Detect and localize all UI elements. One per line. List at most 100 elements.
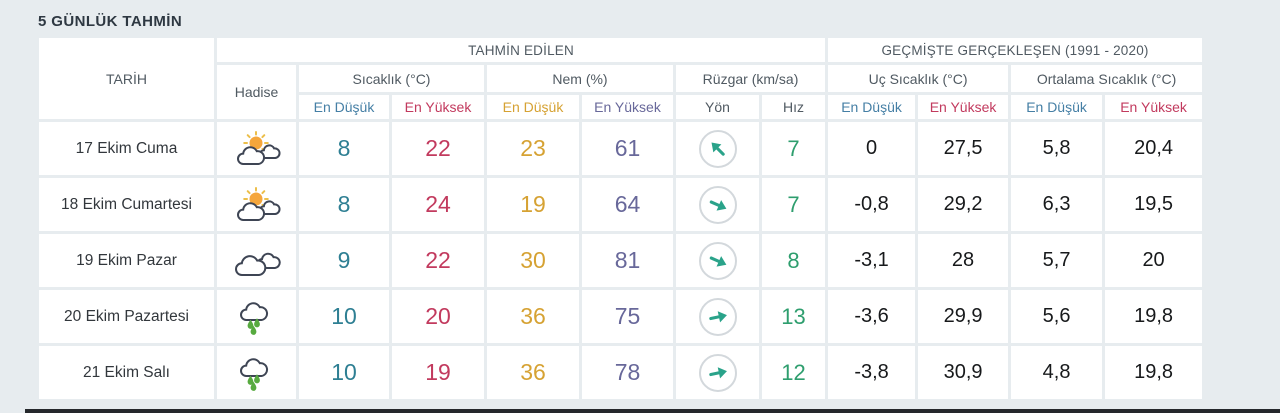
wind-speed-cell: 7 — [762, 178, 826, 231]
temp-max-cell: 22 — [392, 122, 484, 175]
temp-min-cell: 9 — [299, 234, 389, 287]
group-header-forecast: TAHMİN EDİLEN — [217, 38, 826, 62]
wind-arrow-icon — [708, 366, 727, 378]
date-cell: 19 Ekim Pazar — [39, 234, 214, 287]
forecast-row: 20 Ekim Pazartesi 10 20 36 75 13 -3,6 29… — [39, 290, 1203, 343]
humidity-max-cell: 78 — [582, 346, 673, 399]
humidity-min-cell: 19 — [487, 178, 579, 231]
humidity-min-cell: 36 — [487, 346, 579, 399]
weather-condition-cell — [217, 346, 296, 399]
temp-min-cell: 8 — [299, 122, 389, 175]
wind-arrow-icon — [709, 255, 726, 267]
wind-direction-cell — [676, 346, 759, 399]
page-title: 5 GÜNLÜK TAHMİN — [38, 13, 183, 30]
wind-arrow-icon — [709, 199, 726, 211]
average-max-cell: 19,8 — [1105, 290, 1203, 343]
column-header-extreme-temp: Uç Sıcaklık (°C) — [828, 65, 1009, 92]
wind-speed-cell: 8 — [762, 234, 826, 287]
rainy-icon — [217, 355, 296, 391]
average-max-cell: 20 — [1105, 234, 1203, 287]
column-header-condition: Hadise — [217, 65, 296, 119]
extreme-min-cell: -3,6 — [828, 290, 916, 343]
wind-direction-icon — [698, 353, 737, 392]
forecast-row: 19 Ekim Pazar 9 22 30 81 8 -3,1 28 5,7 2… — [39, 234, 1203, 287]
extreme-min-cell: 0 — [828, 122, 916, 175]
subheader-extreme-min: En Düşük — [828, 95, 916, 119]
temp-min-cell: 10 — [299, 290, 389, 343]
subheader-wind-speed: Hız — [762, 95, 826, 119]
subheader-extreme-max: En Yüksek — [918, 95, 1009, 119]
humidity-max-cell: 61 — [582, 122, 673, 175]
subheader-humidity-max: En Yüksek — [582, 95, 673, 119]
weather-condition-cell — [217, 122, 296, 175]
column-header-temperature: Sıcaklık (°C) — [299, 65, 484, 92]
average-max-cell: 19,5 — [1105, 178, 1203, 231]
column-header-wind: Rüzgar (km/sa) — [676, 65, 826, 92]
humidity-min-cell: 30 — [487, 234, 579, 287]
forecast-row: 18 Ekim Cumartesi 8 24 19 64 7 -0,8 29,2… — [39, 178, 1203, 231]
average-max-cell: 19,8 — [1105, 346, 1203, 399]
date-cell: 20 Ekim Pazartesi — [39, 290, 214, 343]
humidity-max-cell: 64 — [582, 178, 673, 231]
humidity-min-cell: 23 — [487, 122, 579, 175]
subheader-temp-min: En Düşük — [299, 95, 389, 119]
column-header-date: TARİH — [39, 38, 214, 119]
wind-speed-cell: 7 — [762, 122, 826, 175]
subheader-average-min: En Düşük — [1011, 95, 1103, 119]
extreme-max-cell: 29,2 — [918, 178, 1009, 231]
temp-min-cell: 10 — [299, 346, 389, 399]
wind-direction-icon — [698, 241, 737, 280]
average-min-cell: 5,6 — [1011, 290, 1103, 343]
average-min-cell: 4,8 — [1011, 346, 1103, 399]
forecast-row: 21 Ekim Salı 10 19 36 78 12 -3,8 30,9 4,… — [39, 346, 1203, 399]
bottom-divider — [25, 409, 1280, 413]
average-min-cell: 6,3 — [1011, 178, 1103, 231]
subheader-humidity-min: En Düşük — [487, 95, 579, 119]
average-min-cell: 5,8 — [1011, 122, 1103, 175]
extreme-min-cell: -3,1 — [828, 234, 916, 287]
forecast-row: 17 Ekim Cuma 8 22 23 61 7 0 27,5 5,8 20,… — [39, 122, 1203, 175]
wind-direction-icon — [698, 297, 737, 336]
temp-max-cell: 22 — [392, 234, 484, 287]
subheader-wind-direction: Yön — [676, 95, 759, 119]
date-cell: 21 Ekim Salı — [39, 346, 214, 399]
extreme-max-cell: 30,9 — [918, 346, 1009, 399]
weather-condition-cell — [217, 178, 296, 231]
temp-min-cell: 8 — [299, 178, 389, 231]
extreme-max-cell: 28 — [918, 234, 1009, 287]
temp-max-cell: 19 — [392, 346, 484, 399]
wind-arrow-icon — [708, 310, 727, 322]
wind-speed-cell: 12 — [762, 346, 826, 399]
average-min-cell: 5,7 — [1011, 234, 1103, 287]
average-max-cell: 20,4 — [1105, 122, 1203, 175]
date-cell: 17 Ekim Cuma — [39, 122, 214, 175]
wind-direction-icon — [698, 129, 737, 168]
partly-cloudy-icon — [217, 130, 296, 167]
extreme-min-cell: -3,8 — [828, 346, 916, 399]
extreme-min-cell: -0,8 — [828, 178, 916, 231]
group-header-history: GEÇMİŞTE GERÇEKLEŞEN (1991 - 2020) — [828, 38, 1203, 62]
partly-cloudy-icon — [217, 186, 296, 223]
wind-direction-cell — [676, 178, 759, 231]
column-header-average-temp: Ortalama Sıcaklık (°C) — [1011, 65, 1203, 92]
wind-arrow-icon — [711, 142, 725, 156]
temp-max-cell: 20 — [392, 290, 484, 343]
forecast-table: TARİH TAHMİN EDİLEN GEÇMİŞTE GERÇEKLEŞEN… — [36, 35, 1205, 402]
wind-direction-cell — [676, 290, 759, 343]
cloudy-icon — [217, 243, 296, 279]
wind-speed-cell: 13 — [762, 290, 826, 343]
subheader-temp-max: En Yüksek — [392, 95, 484, 119]
subheader-average-max: En Yüksek — [1105, 95, 1203, 119]
extreme-max-cell: 27,5 — [918, 122, 1009, 175]
rainy-icon — [217, 299, 296, 335]
weather-condition-cell — [217, 234, 296, 287]
wind-direction-cell — [676, 122, 759, 175]
column-header-humidity: Nem (%) — [487, 65, 673, 92]
date-cell: 18 Ekim Cumartesi — [39, 178, 214, 231]
temp-max-cell: 24 — [392, 178, 484, 231]
humidity-max-cell: 75 — [582, 290, 673, 343]
humidity-max-cell: 81 — [582, 234, 673, 287]
wind-direction-icon — [698, 185, 737, 224]
wind-direction-cell — [676, 234, 759, 287]
weather-condition-cell — [217, 290, 296, 343]
